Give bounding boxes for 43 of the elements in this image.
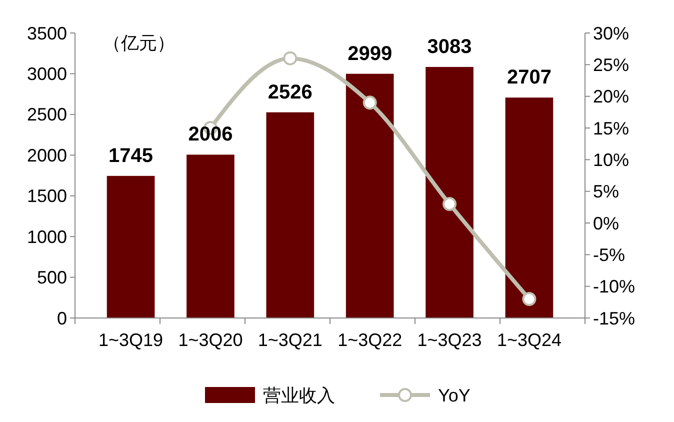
x-tick-label: 1~3Q21: [258, 330, 322, 350]
legend-label: 营业收入: [263, 385, 335, 406]
bar: [426, 66, 474, 318]
point: [283, 51, 298, 66]
y2-tick-label: 20%: [593, 86, 630, 107]
annotation: （亿元）: [103, 33, 175, 53]
y-tick-label: 2500: [26, 104, 67, 125]
point: [442, 197, 457, 211]
bar: [106, 176, 155, 318]
text: 3083: [427, 36, 472, 58]
y2-tick-label: 0%: [593, 213, 620, 234]
point: [362, 96, 377, 110]
x-tick-label: 1~3Q24: [496, 330, 562, 350]
y2-tick-label: -15%: [593, 308, 636, 328]
text: 2006: [188, 124, 233, 146]
text: 2999: [348, 42, 392, 65]
y-tick-label: 1000: [26, 226, 67, 247]
y-tick-label: 0: [56, 308, 67, 328]
y-tick-label: 500: [36, 268, 67, 288]
y2-tick-label: 5%: [593, 182, 620, 202]
x-tick-label: 1~3Q22: [338, 330, 402, 350]
x-tick-label: 1~3Q20: [178, 330, 243, 350]
y-tick-label: 2000: [26, 145, 67, 166]
y2-tick-label: 30%: [593, 23, 630, 44]
bar: [186, 154, 234, 318]
x-tick-label: 1~3Q19: [98, 330, 164, 350]
y2-tick-label: 25%: [593, 54, 630, 75]
text: 2707: [506, 66, 552, 89]
bar: [346, 74, 394, 318]
y2-tick-label: -5%: [593, 244, 626, 265]
bar: [505, 98, 554, 318]
point: [522, 292, 536, 306]
text: 2526: [268, 81, 312, 104]
x-tick-label: 1~3Q23: [417, 330, 482, 350]
text: 1745: [108, 144, 154, 167]
y-tick-label: 3000: [26, 64, 67, 84]
y2-tick-label: -10%: [593, 276, 636, 297]
y2-tick-label: 10%: [593, 150, 630, 170]
y-tick-label: 3500: [26, 23, 67, 44]
y2-tick-label: 15%: [593, 118, 630, 138]
bar: [266, 112, 314, 318]
legend-label: YoY: [438, 385, 470, 406]
y-tick-label: 1500: [26, 186, 67, 206]
